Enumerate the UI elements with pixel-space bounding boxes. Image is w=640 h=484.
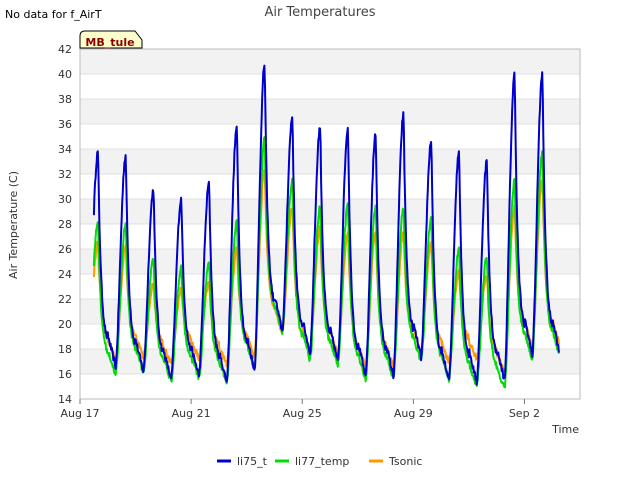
y-tick-label: 14	[58, 393, 72, 406]
grid-band	[80, 249, 580, 274]
series-line-li77-temp	[92, 136, 560, 389]
y-axis-ticks: 14 16 18 20 22 24 26 28 30 32 34 36 38 40 42	[58, 43, 72, 406]
y-tick-label: 34	[58, 143, 72, 156]
legend-item: Tsonic	[369, 455, 422, 468]
site-badge: MB_tule	[79, 30, 143, 49]
grid-band	[80, 199, 580, 224]
legend-item: li77_temp	[275, 455, 349, 468]
y-tick-label: 40	[58, 68, 72, 81]
y-tick-label: 32	[58, 168, 72, 181]
x-tick-label: Aug 21	[172, 407, 211, 420]
y-tick-label: 26	[58, 243, 72, 256]
series-lines	[92, 64, 560, 389]
grid-band	[80, 99, 580, 124]
y-tick-label: 18	[58, 343, 72, 356]
chart-title: Air Temperatures	[264, 5, 375, 20]
y-tick-label: 28	[58, 218, 72, 231]
y-tick-label: 16	[58, 368, 72, 381]
no-data-note: No data for f_AirT	[5, 8, 102, 21]
y-tick-label: 30	[58, 193, 72, 206]
site-badge-shape	[79, 30, 143, 49]
y-axis-label: Air Temperature (C)	[7, 171, 20, 279]
x-tick-label: Sep 2	[509, 407, 540, 420]
x-axis-ticks: Aug 17 Aug 21 Aug 25 Aug 29 Sep 2	[61, 399, 540, 420]
grid-band	[80, 49, 580, 74]
legend-label: Tsonic	[388, 455, 422, 468]
x-tick-label: Aug 17	[61, 407, 100, 420]
y-tick-label: 36	[58, 118, 72, 131]
y-tick-label: 24	[58, 268, 72, 281]
y-tick-label: 42	[58, 43, 72, 56]
legend-item: li75_t	[217, 455, 268, 468]
legend-label: li75_t	[237, 455, 268, 468]
y-tick-label: 22	[58, 293, 72, 306]
legend: li75_t li77_temp Tsonic	[217, 455, 422, 468]
series-line-li75-t	[92, 64, 560, 386]
x-axis-label: Time	[551, 423, 579, 436]
grid-band	[80, 149, 580, 174]
x-tick-label: Aug 29	[394, 407, 433, 420]
grid-band	[80, 299, 580, 324]
y-tick-label: 38	[58, 93, 72, 106]
y-tick-label: 20	[58, 318, 72, 331]
plot-frame	[79, 48, 581, 400]
site-badge-label: MB_tule	[85, 36, 134, 49]
legend-label: li77_temp	[295, 455, 349, 468]
x-tick-label: Aug 25	[283, 407, 322, 420]
